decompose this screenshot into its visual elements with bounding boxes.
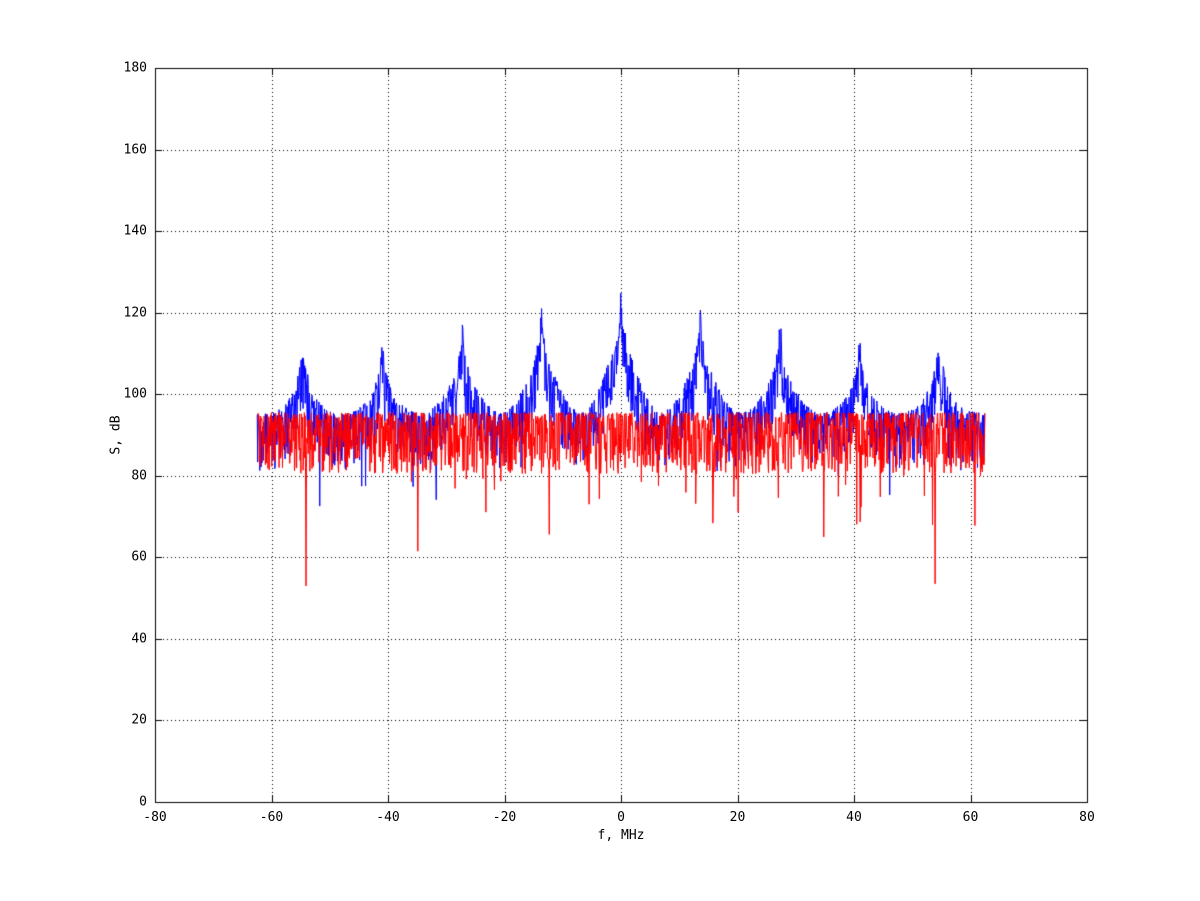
x-tick-label--40: -40 bbox=[376, 810, 400, 825]
x-tick-label-20: 20 bbox=[729, 810, 746, 825]
x-tick-label-40: 40 bbox=[846, 810, 862, 825]
x-axis-label: f, MHz bbox=[597, 828, 645, 843]
x-tick-label--80: -80 bbox=[143, 810, 167, 825]
y-tick-label-100: 100 bbox=[123, 386, 147, 402]
y-tick-label-160: 160 bbox=[123, 142, 147, 158]
y-tick-label-20: 20 bbox=[131, 712, 147, 728]
y-tick-label-180: 180 bbox=[123, 60, 147, 76]
y-tick-label-60: 60 bbox=[131, 549, 147, 565]
x-tick-label--20: -20 bbox=[492, 810, 517, 825]
y-tick-label-140: 140 bbox=[123, 223, 147, 239]
x-tick-label--60: -60 bbox=[259, 810, 284, 825]
x-tick-label-0: 0 bbox=[617, 810, 625, 825]
y-tick-label-40: 40 bbox=[131, 631, 147, 647]
y-tick-label-80: 80 bbox=[131, 468, 147, 484]
y-tick-label-0: 0 bbox=[139, 794, 147, 810]
y-tick-label-120: 120 bbox=[123, 305, 147, 321]
y-axis-label: S, dB bbox=[108, 415, 124, 455]
x-tick-label-60: 60 bbox=[962, 810, 979, 825]
x-tick-label-80: 80 bbox=[1079, 810, 1095, 825]
